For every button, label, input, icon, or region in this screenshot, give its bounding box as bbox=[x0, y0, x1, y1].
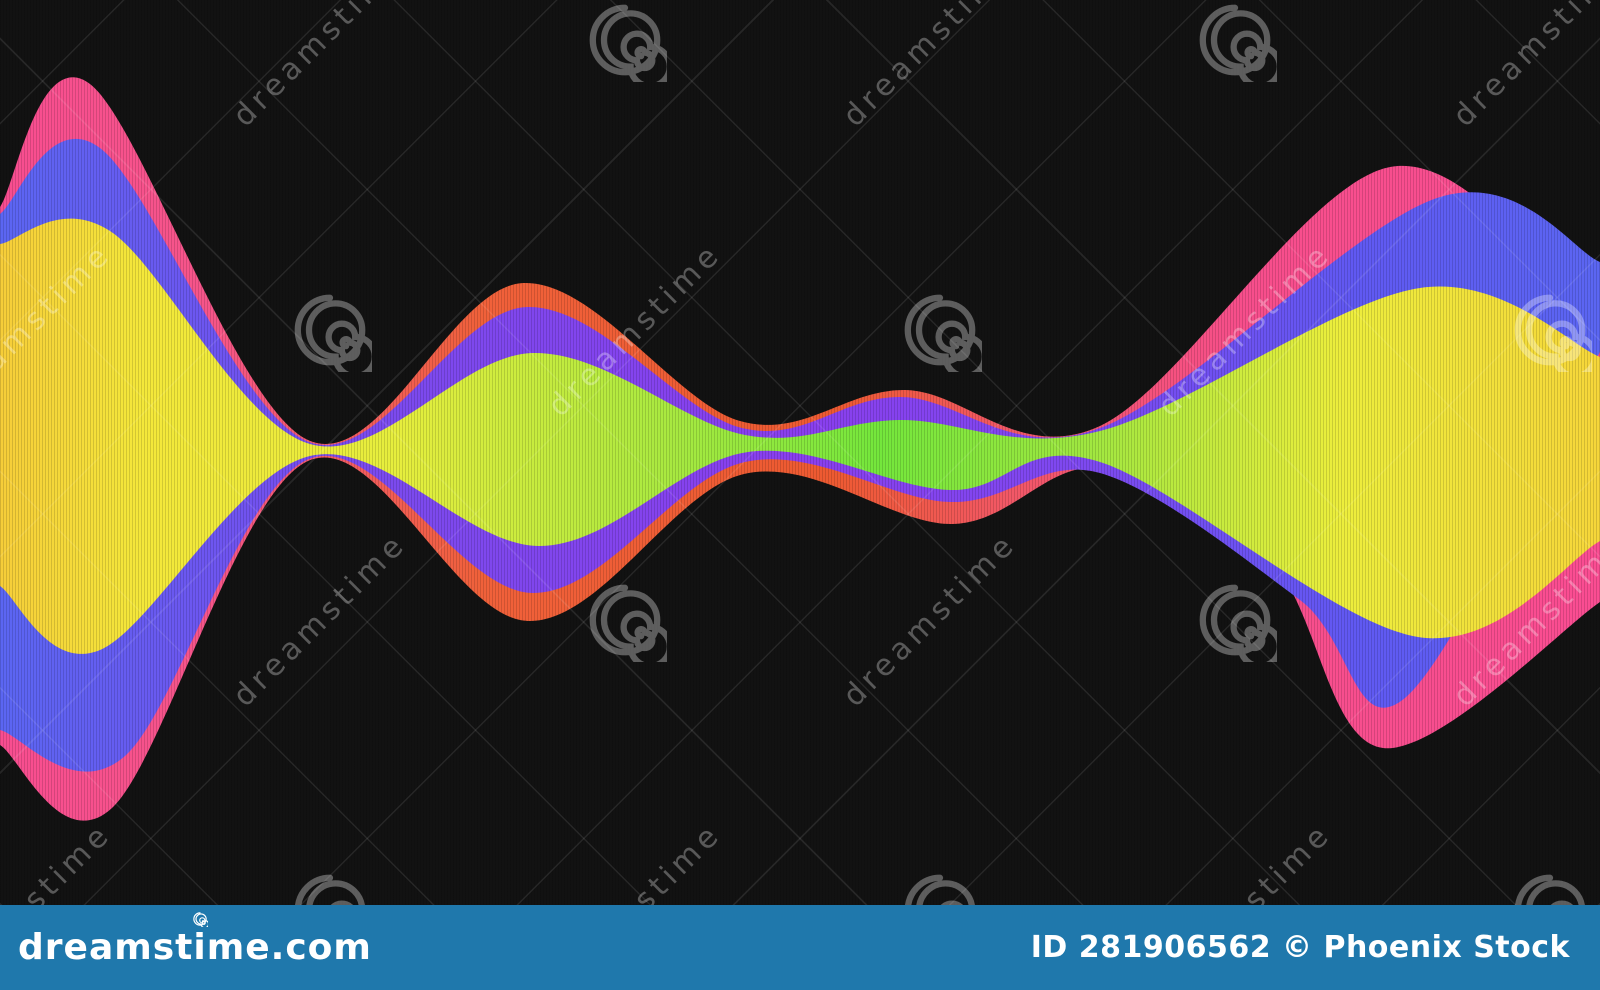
logo-text-right: ime.com bbox=[193, 927, 372, 968]
logo-spiral-icon bbox=[192, 911, 208, 927]
wave-layer-middle-blue-violet bbox=[0, 138, 1600, 772]
waveform-artwork: dreamstime dreamstime dreamstime dreamstime… bbox=[0, 0, 1600, 905]
image-credit: ID 281906562 © Phoenix Stock bbox=[1030, 930, 1570, 965]
dreamstime-footer-bar: dreamst ime.com ID 281906562 © Phoenix St… bbox=[0, 905, 1600, 990]
wave-layer-inner-yellow-green bbox=[0, 218, 1600, 654]
dreamstime-logo: dreamst ime.com bbox=[18, 927, 372, 968]
logo-text-left: dreamst bbox=[18, 927, 194, 968]
waveform-svg bbox=[0, 77, 1600, 821]
